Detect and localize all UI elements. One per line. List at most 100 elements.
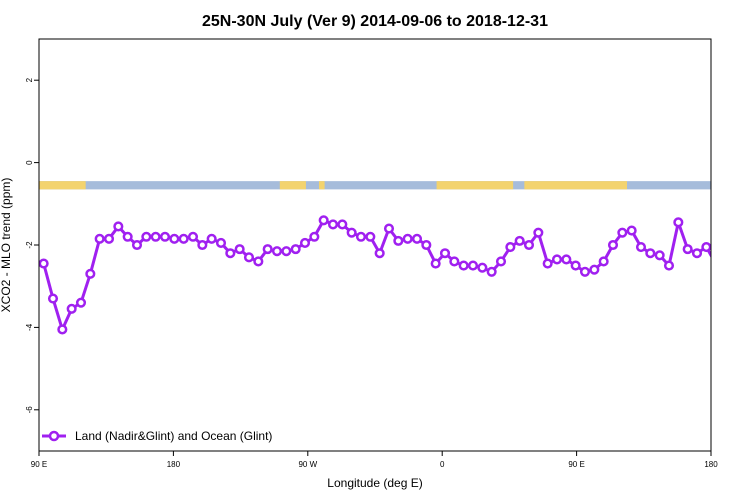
- strip-land: [279, 181, 306, 190]
- strip-land: [319, 181, 325, 190]
- data-point: [346, 227, 357, 238]
- data-point: [141, 231, 152, 242]
- data-point: [551, 254, 563, 265]
- data-point: [533, 227, 544, 238]
- data-point: [234, 244, 245, 255]
- data-point: [477, 262, 488, 273]
- data-point: [439, 248, 451, 259]
- data-point: [430, 258, 441, 269]
- data-point: [514, 235, 525, 246]
- strip-land: [39, 181, 86, 190]
- data-point: [281, 246, 292, 257]
- data-point: [197, 239, 208, 251]
- data-point: [449, 256, 460, 267]
- data-point: [243, 252, 255, 263]
- data-point: [645, 248, 656, 259]
- data-point: [309, 231, 320, 242]
- data-point: [710, 261, 711, 266]
- strip-land: [436, 181, 514, 190]
- y-tick-label: -6: [25, 406, 34, 414]
- y-tick-label: 0: [25, 160, 34, 165]
- series-clip-group: [39, 215, 711, 335]
- x-tick-label: 90 W: [298, 460, 317, 469]
- data-point: [579, 266, 591, 277]
- data-point: [467, 260, 479, 271]
- data-point: [411, 233, 423, 244]
- data-point: [159, 231, 171, 242]
- data-point: [374, 248, 385, 259]
- data-point: [383, 223, 395, 234]
- data-point: [169, 233, 180, 244]
- data-point: [701, 242, 711, 253]
- data-point: [355, 231, 367, 242]
- data-point: [122, 231, 133, 242]
- data-point: [561, 254, 572, 265]
- data-point: [113, 221, 124, 232]
- x-tick-label: 180: [704, 460, 718, 469]
- data-point: [103, 233, 115, 244]
- series-layer: [39, 215, 711, 335]
- data-point: [327, 219, 339, 230]
- chart-title: 25N-30N July (Ver 9) 2014-09-06 to 2018-…: [202, 13, 548, 30]
- data-point: [505, 242, 516, 253]
- legend-marker: [48, 430, 60, 442]
- data-point: [290, 244, 301, 255]
- data-point: [682, 244, 693, 255]
- x-tick-label: 90 E: [31, 460, 47, 469]
- y-axis: 2 0 -2 -4 -6: [25, 77, 39, 413]
- data-point: [691, 248, 703, 259]
- data-point: [131, 239, 143, 251]
- data-point: [458, 260, 469, 271]
- y-tick-label: -2: [25, 241, 34, 249]
- legend: Land (Nadir&Glint) and Ocean (Glint): [42, 429, 272, 443]
- data-point: [673, 217, 684, 228]
- data-point: [393, 235, 404, 246]
- data-point: [57, 324, 68, 335]
- data-point: [589, 264, 600, 275]
- data-point: [225, 248, 236, 259]
- data-point: [178, 233, 189, 244]
- data-point: [495, 256, 507, 267]
- strip-land: [524, 181, 627, 190]
- data-point: [626, 225, 637, 236]
- data-point: [187, 231, 199, 242]
- data-point: [262, 244, 273, 255]
- data-point: [365, 231, 376, 242]
- data-point: [663, 260, 675, 271]
- data-point: [66, 303, 77, 314]
- y-tick-label: 2: [25, 77, 34, 82]
- data-point: [635, 242, 647, 253]
- x-tick-label: 180: [167, 460, 181, 469]
- data-point: [94, 233, 105, 244]
- data-point: [402, 233, 413, 244]
- data-point: [523, 239, 535, 251]
- data-point: [75, 297, 87, 308]
- x-tick-label: 90 E: [568, 460, 584, 469]
- data-point: [486, 266, 497, 277]
- data-point: [607, 239, 619, 251]
- data-point: [215, 237, 227, 248]
- data-point: [47, 293, 59, 304]
- data-point: [253, 256, 264, 267]
- x-axis-label: Longitude (deg E): [327, 476, 422, 490]
- data-point: [570, 260, 581, 271]
- y-axis-label: XCO2 - MLO trend (ppm): [0, 178, 13, 313]
- data-point: [271, 246, 283, 257]
- data-point: [542, 258, 553, 269]
- strip-ocean: [39, 181, 711, 190]
- x-axis: 90 E 180 90 W 0 90 E 180: [31, 451, 718, 469]
- data-point: [421, 239, 432, 251]
- surface-strip: [39, 181, 711, 190]
- data-point: [318, 215, 329, 226]
- data-point: [85, 268, 96, 279]
- x-tick-label: 0: [440, 460, 445, 469]
- data-point: [598, 256, 609, 267]
- data-point: [206, 233, 217, 244]
- data-point: [299, 237, 311, 248]
- data-point: [39, 258, 49, 269]
- data-point: [150, 231, 161, 242]
- data-point: [337, 219, 348, 230]
- data-point: [617, 227, 628, 238]
- data-point: [654, 250, 665, 261]
